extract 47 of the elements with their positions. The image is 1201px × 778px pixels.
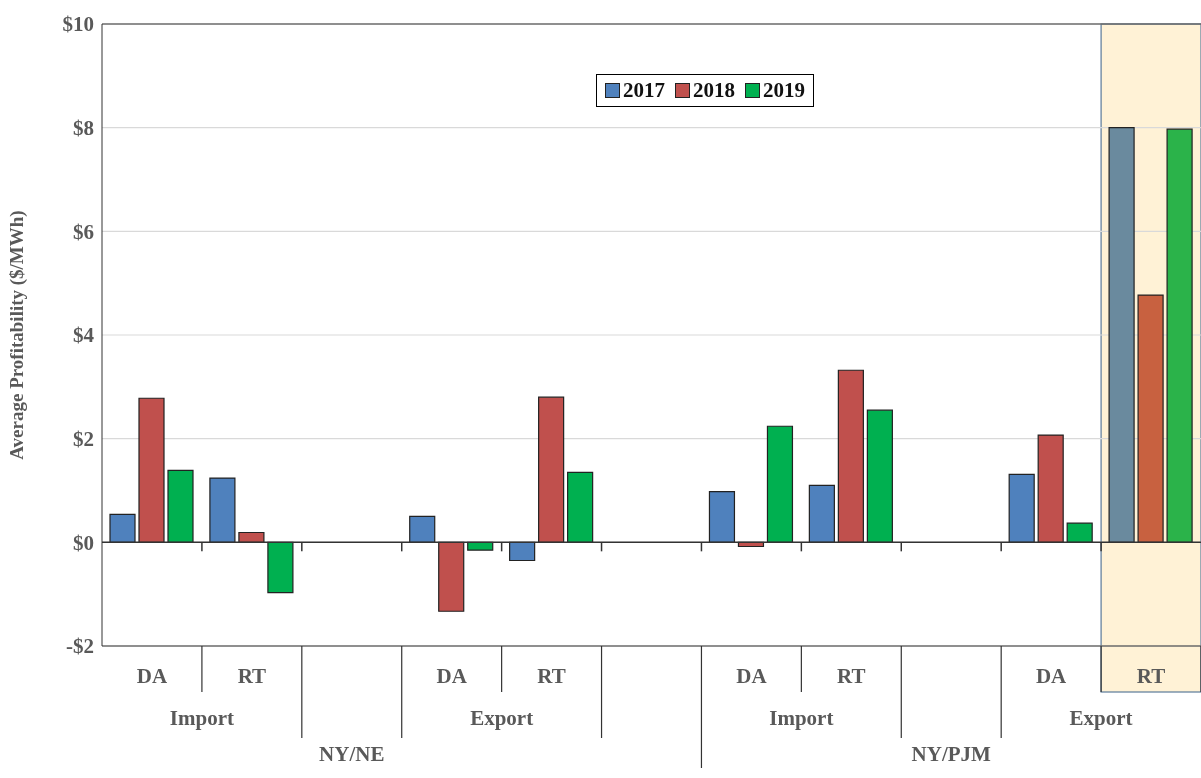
bar (837, 369, 864, 543)
bar (167, 469, 194, 543)
y-tick-label: $6 (73, 219, 94, 244)
y-tick-label: $4 (73, 323, 95, 348)
text: NY/NE (319, 741, 385, 766)
x-tick-label: DA (136, 663, 168, 688)
bar (1037, 434, 1064, 543)
bar (1066, 522, 1093, 543)
text: Export (470, 705, 534, 730)
legend-label: 2019 (762, 78, 805, 103)
bar (409, 515, 436, 543)
x-tick-label: RT (537, 663, 566, 688)
x-tick-label: RT (1136, 663, 1166, 688)
bar (509, 541, 536, 562)
bar (438, 541, 465, 612)
x-tick-label: DA (736, 663, 768, 688)
x-tick-label: DA (436, 663, 468, 688)
y-axis-title: Average Profitability ($/MWh) (5, 210, 28, 460)
y-tick-label: $0 (73, 530, 94, 555)
bar (238, 531, 265, 543)
bar (538, 396, 565, 543)
x-tick-label: DA (1035, 663, 1068, 688)
bar (1137, 294, 1164, 543)
text: NY/PJM (911, 741, 992, 766)
bar (567, 471, 594, 543)
y-tick-label: $10 (62, 12, 94, 37)
bar (267, 541, 294, 594)
bar (109, 513, 136, 543)
legend-label: 2017 (622, 78, 665, 103)
bar (808, 484, 835, 543)
text: Import (169, 705, 234, 730)
bar (209, 477, 236, 543)
text: Import (769, 705, 834, 730)
y-tick-label: $8 (73, 116, 94, 141)
bar (708, 490, 736, 543)
legend-label: 2018 (692, 78, 735, 103)
bar (766, 425, 794, 543)
y-tick-label: $2 (73, 427, 94, 452)
x-tick-label: RT (837, 663, 866, 688)
bar (866, 409, 893, 543)
bar (1008, 473, 1035, 543)
x-tick-label: RT (237, 663, 267, 688)
bar (138, 397, 165, 543)
bar (1108, 127, 1135, 543)
bar (1166, 128, 1193, 543)
y-tick-label: -$2 (66, 634, 94, 659)
text: Export (1069, 705, 1133, 730)
